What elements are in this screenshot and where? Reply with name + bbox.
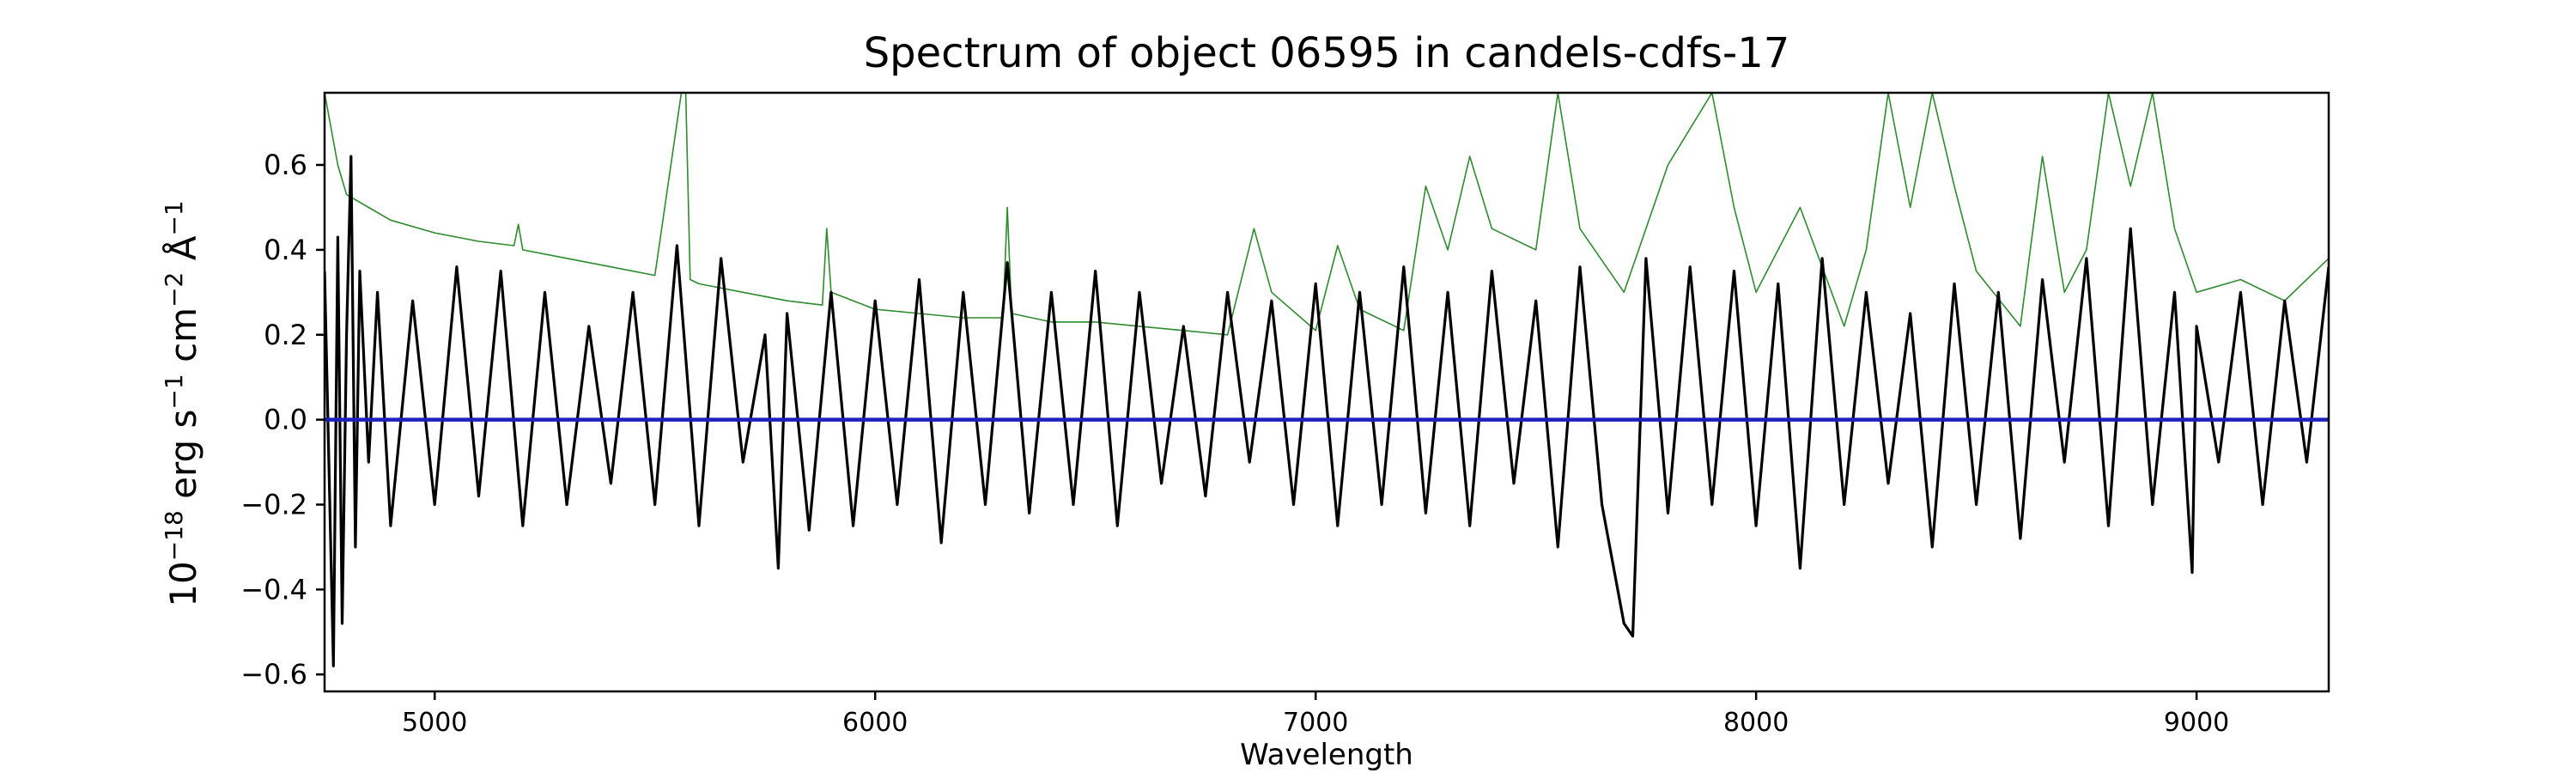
x-tick-label: 5000 <box>402 708 467 738</box>
y-tick-label: 0.6 <box>264 149 307 181</box>
error-series-line <box>325 93 2329 336</box>
chart-title: Spectrum of object 06595 in candels-cdfs… <box>864 29 1790 77</box>
x-axis-label: Wavelength <box>1240 738 1413 772</box>
x-tick-label: 8000 <box>1723 708 1789 738</box>
plot-frame <box>323 91 2330 693</box>
y-tick-label: 0.2 <box>264 319 307 351</box>
x-tick-label: 9000 <box>2164 708 2229 738</box>
y-tick-label: −0.4 <box>240 573 307 606</box>
plot-area: 5000 6000 7000 8000 9000 −0.6 −0.4 −0.2 0.0 0.2 0.… <box>240 91 2330 738</box>
flux-series-line <box>325 155 2329 667</box>
y-axis-label: 10−18 erg s−1 cm−2 Å−1 <box>160 200 205 606</box>
y-tick-label: −0.2 <box>240 488 307 520</box>
y-tick-label: 0.0 <box>264 404 307 436</box>
y-tick-label: 0.4 <box>264 234 307 266</box>
y-tick-label: −0.6 <box>240 658 307 691</box>
x-tick-label: 6000 <box>842 708 908 738</box>
x-tick-label: 7000 <box>1283 708 1348 738</box>
